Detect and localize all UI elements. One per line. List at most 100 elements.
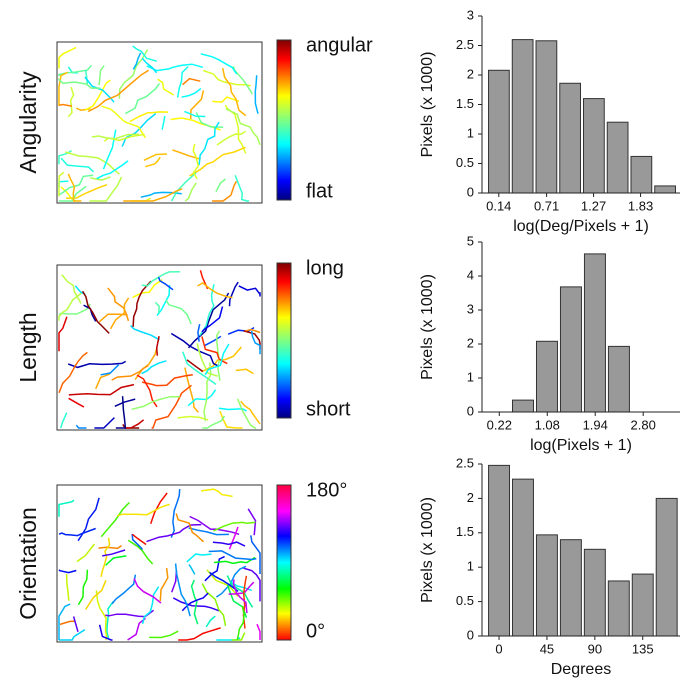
edge-stroke [157, 276, 174, 291]
y-tick-label: 1 [467, 125, 474, 140]
edge-stroke [98, 624, 113, 641]
edge-stroke [234, 175, 250, 202]
edge-stroke [204, 343, 230, 376]
colorbar-label-top: 180° [306, 479, 347, 501]
edge-stroke [72, 616, 79, 633]
edge-stroke [182, 77, 201, 86]
y-tick-label: 1 [467, 369, 474, 384]
edge-stroke [176, 66, 189, 98]
y-tick-label: 4 [467, 267, 474, 282]
bar [655, 497, 678, 637]
edge-stroke [59, 412, 68, 429]
edge-stroke [58, 171, 65, 197]
edge-stroke [94, 417, 115, 429]
bar [606, 121, 629, 194]
edge-stroke [58, 46, 77, 69]
edge-stroke [247, 508, 257, 536]
edge-stroke [205, 615, 216, 628]
edge-stroke [213, 556, 256, 565]
edge-stroke [115, 396, 127, 429]
x-tick-label: 1.83 [628, 198, 653, 213]
x-axis-title: log(Deg/Pixels + 1) [513, 218, 649, 235]
y-tick-label: 2 [467, 66, 474, 81]
edge-stroke [59, 628, 86, 641]
edge-stroke [178, 627, 221, 641]
y-tick-label: 2 [467, 490, 474, 505]
colorbar [276, 484, 292, 641]
edge-stroke [136, 374, 158, 408]
y-tick-label: 0 [467, 184, 474, 199]
edge-stroke [105, 555, 127, 566]
edge-stroke [149, 630, 179, 639]
edge-stroke [174, 563, 191, 617]
y-tick-label: 3 [467, 301, 474, 316]
bar [535, 534, 558, 637]
edge-stroke [177, 415, 209, 421]
edge-stroke [216, 130, 247, 146]
edge-stroke [161, 115, 166, 130]
bar [607, 580, 630, 637]
edge-stroke [83, 304, 97, 322]
bar [488, 69, 510, 194]
edge-stroke [159, 567, 169, 602]
edge-stroke [195, 112, 224, 129]
edge-stroke [203, 335, 222, 347]
edge-stroke [250, 535, 261, 574]
edge-stroke [81, 290, 110, 334]
edge-stroke [212, 541, 246, 547]
edge-stroke [184, 110, 206, 118]
edge-stroke [124, 82, 161, 115]
edge-stroke [132, 280, 152, 327]
edge-stroke [201, 306, 224, 333]
edge-stroke [75, 424, 87, 429]
y-tick-label: 2 [467, 335, 474, 350]
edge-strokes [58, 270, 261, 429]
edge-stroke [196, 343, 219, 377]
y-axis-title: Pixels (x 1000) [419, 274, 436, 380]
edge-stroke [141, 360, 167, 375]
edge-stroke [201, 583, 227, 627]
edge-stroke [59, 620, 75, 626]
y-tick-label: 1.5 [456, 524, 474, 539]
row-label: Angularity [15, 71, 41, 174]
edge-stroke [243, 567, 261, 602]
edge-stroke [212, 181, 238, 202]
x-axis-title: log(Pixels + 1) [530, 437, 632, 454]
edge-image [56, 484, 263, 643]
edge-stroke [170, 172, 197, 202]
edge-stroke [102, 129, 117, 170]
edge-stroke [215, 565, 247, 598]
edge-stroke [172, 597, 220, 612]
edge-stroke [61, 274, 82, 304]
edge-stroke [213, 521, 256, 532]
edge-stroke [107, 287, 130, 322]
y-tick-label: 1 [467, 559, 474, 574]
edge-stroke [91, 133, 139, 140]
y-axis-title: Pixels (x 1000) [419, 497, 436, 603]
edge-stroke [192, 143, 200, 180]
colorbar-label-top: long [306, 257, 344, 279]
edge-stroke [98, 65, 105, 86]
edge-stroke [106, 600, 114, 640]
edge-stroke [200, 488, 233, 498]
edge-stroke [133, 578, 162, 604]
edge-stroke [68, 383, 135, 396]
edge-stroke [254, 75, 259, 114]
edge-stroke [100, 364, 120, 376]
edge-stroke [95, 590, 108, 641]
edge-stroke [187, 292, 230, 349]
edge-stroke [132, 52, 142, 70]
edge-stroke [58, 527, 96, 537]
edge-stroke [59, 185, 87, 202]
edge-stroke [132, 279, 163, 299]
edge-stroke [58, 603, 71, 640]
x-tick-label: 2.80 [631, 417, 656, 432]
edge-stroke [90, 176, 111, 181]
edge-stroke [236, 398, 257, 429]
edge-stroke [96, 160, 129, 180]
y-axis-title: Pixels (x 1000) [419, 52, 436, 158]
edge-stroke [154, 301, 160, 314]
y-tick-label: 2.5 [456, 455, 474, 470]
